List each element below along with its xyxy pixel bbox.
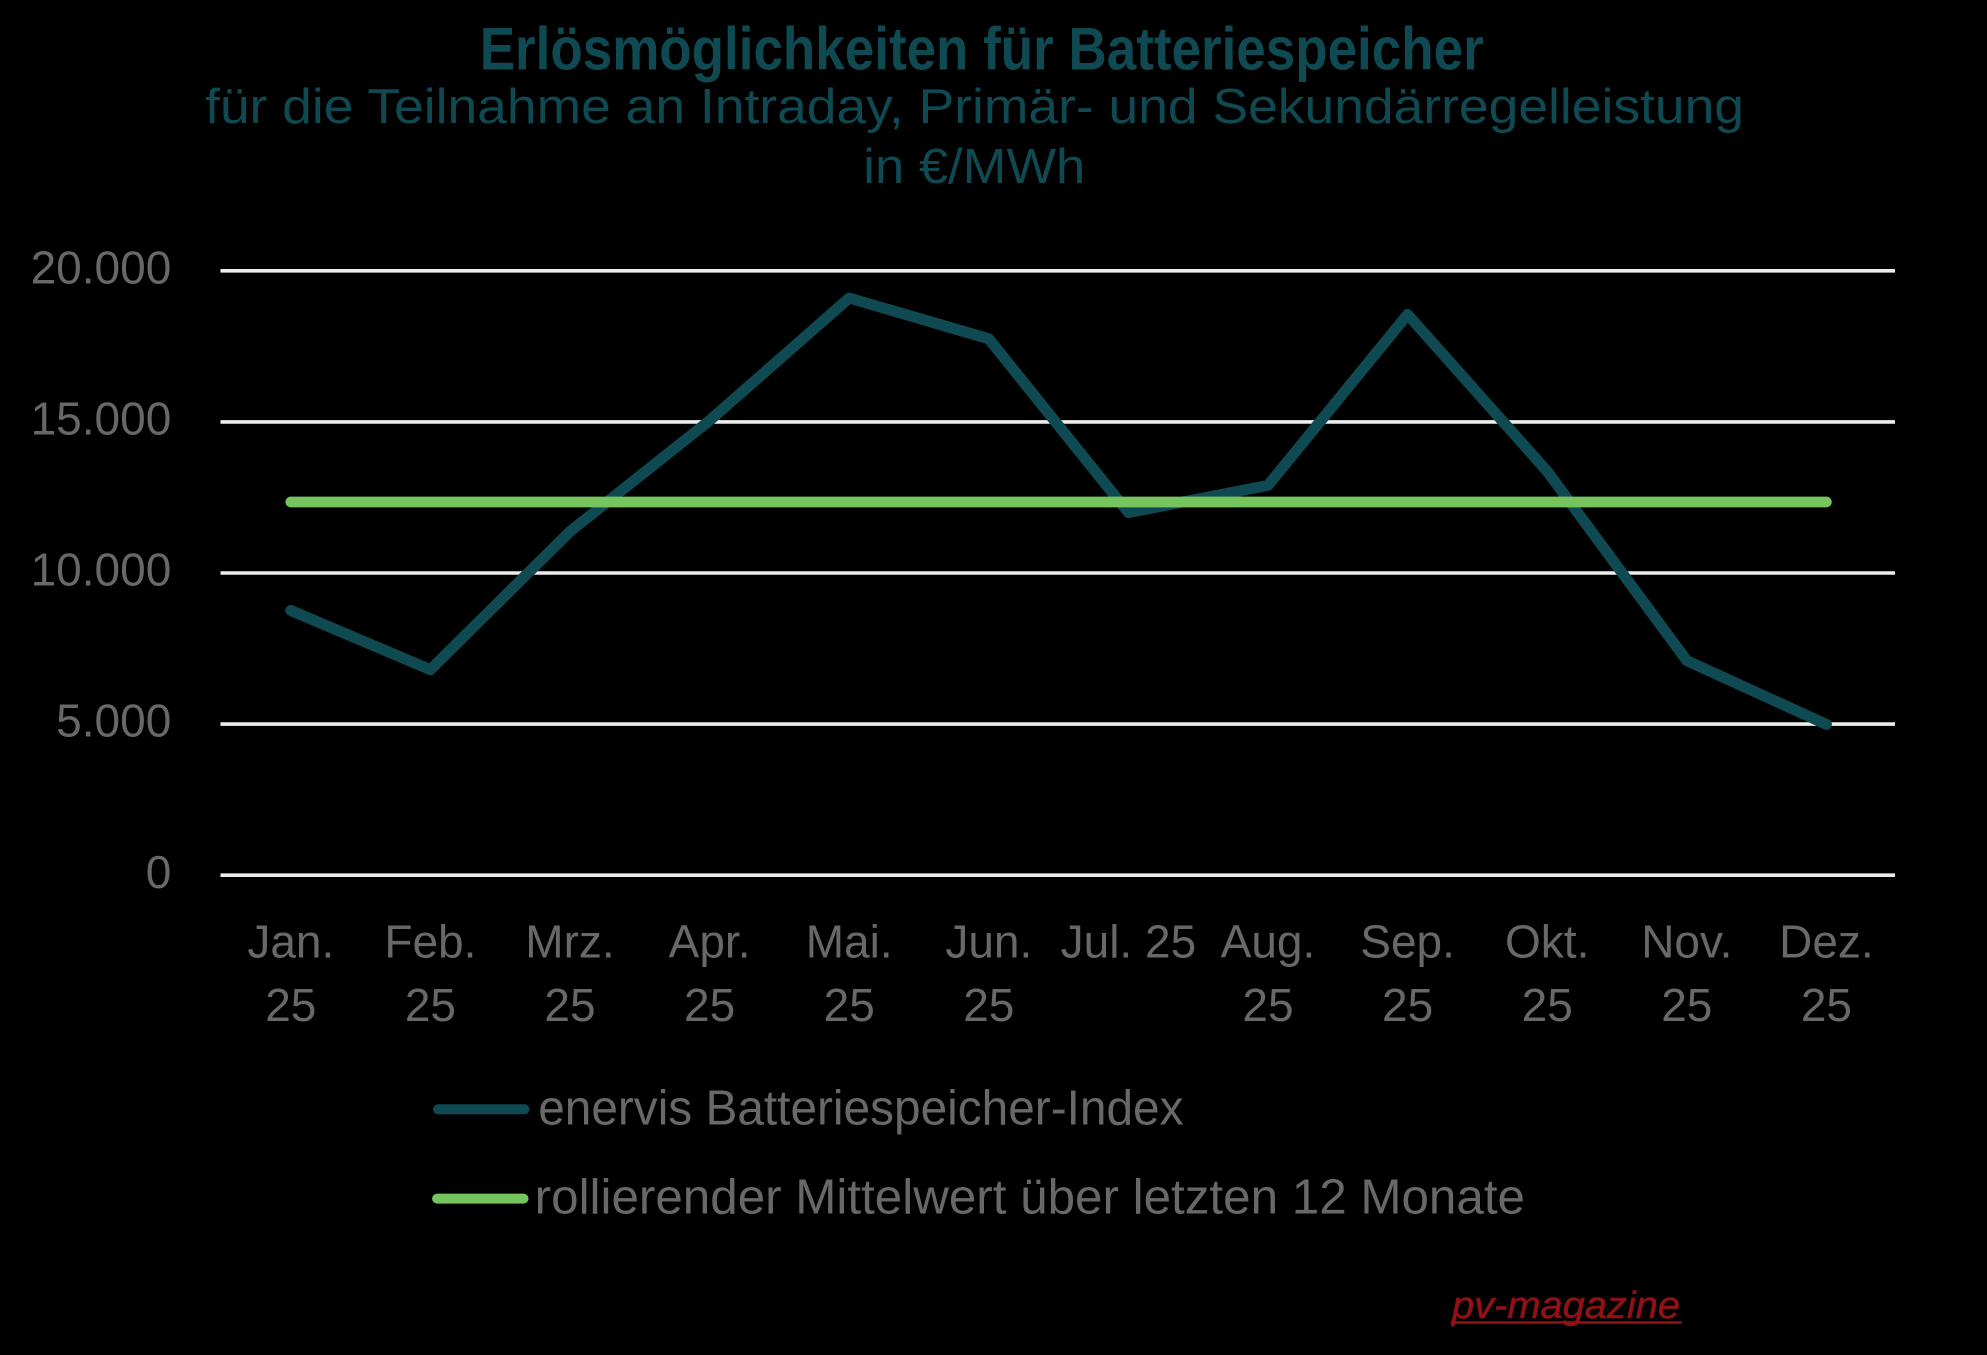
svg-text:5.000: 5.000 — [56, 695, 171, 747]
svg-text:25: 25 — [1801, 979, 1852, 1031]
svg-text:20.000: 20.000 — [31, 241, 172, 293]
svg-text:Jan.: Jan. — [247, 916, 334, 968]
svg-text:25: 25 — [824, 979, 875, 1031]
svg-text:Aug.: Aug. — [1221, 916, 1316, 968]
svg-text:in €/MWh: in €/MWh — [863, 140, 1085, 194]
svg-text:Nov.: Nov. — [1641, 916, 1732, 968]
svg-text:für die Teilnahme an Intraday,: für die Teilnahme an Intraday, Primär- u… — [205, 80, 1744, 134]
svg-text:15.000: 15.000 — [31, 393, 172, 445]
svg-text:Okt.: Okt. — [1505, 916, 1589, 968]
svg-text:enervis Batteriespeicher-Index: enervis Batteriespeicher-Index — [538, 1081, 1183, 1135]
svg-text:Mai.: Mai. — [806, 916, 893, 968]
svg-text:25: 25 — [684, 979, 735, 1031]
svg-text:10.000: 10.000 — [31, 544, 172, 596]
svg-text:25: 25 — [405, 979, 456, 1031]
svg-text:Jul. 25: Jul. 25 — [1061, 916, 1197, 968]
svg-text:25: 25 — [265, 979, 316, 1031]
svg-text:Erlösmöglichkeiten für Batteri: Erlösmöglichkeiten für Batteriespeicher — [480, 15, 1484, 82]
svg-text:25: 25 — [1242, 979, 1293, 1031]
svg-text:0: 0 — [146, 846, 172, 898]
svg-text:Mrz.: Mrz. — [525, 916, 614, 968]
svg-text:Feb.: Feb. — [384, 916, 476, 968]
svg-text:Dez.: Dez. — [1779, 916, 1874, 968]
svg-text:25: 25 — [963, 979, 1014, 1031]
svg-text:Jun.: Jun. — [945, 916, 1032, 968]
svg-text:rollierender Mittelwert über l: rollierender Mittelwert über letzten 12 … — [535, 1171, 1525, 1225]
svg-text:Sep.: Sep. — [1360, 916, 1455, 968]
svg-text:pv-magazine: pv-magazine — [1451, 1285, 1680, 1327]
svg-text:25: 25 — [544, 979, 595, 1031]
svg-text:25: 25 — [1661, 979, 1712, 1031]
svg-text:Apr.: Apr. — [669, 916, 751, 968]
svg-text:25: 25 — [1522, 979, 1573, 1031]
svg-text:25: 25 — [1382, 979, 1433, 1031]
